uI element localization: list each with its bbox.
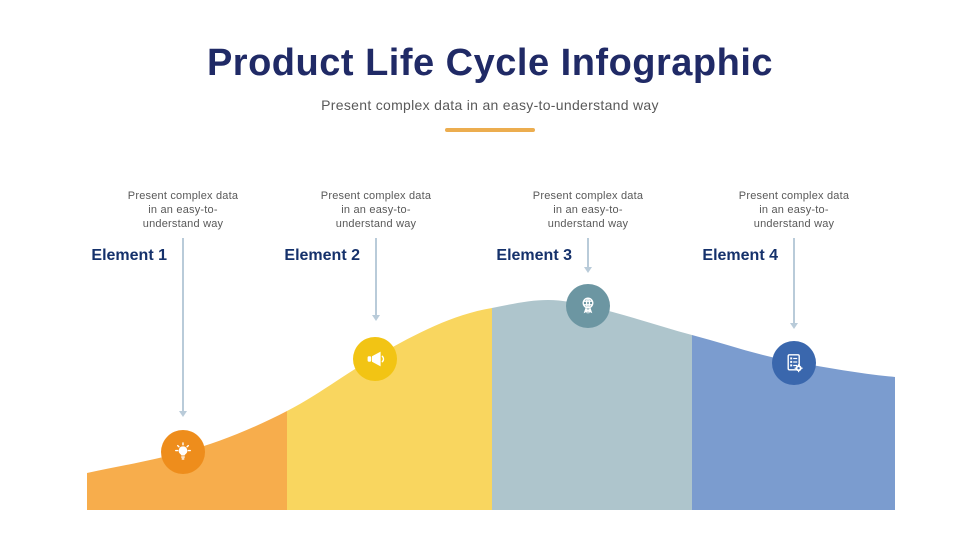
element-label: Element 4 [702, 247, 778, 264]
element-node [353, 337, 397, 381]
element-description: Present complex data in an easy-to- unde… [738, 190, 850, 230]
element-node [161, 430, 205, 474]
curve-segment-2 [287, 308, 492, 510]
element-node [772, 341, 816, 385]
curve-segment-3 [492, 300, 692, 510]
element-label: Element 2 [284, 247, 360, 264]
element-node [566, 284, 610, 328]
page-title: Product Life Cycle Infographic [206, 42, 774, 84]
element-description: Present complex data in an easy-to- unde… [532, 190, 644, 230]
megaphone-icon [367, 351, 385, 367]
title-divider [445, 128, 535, 132]
award-medal-icon [582, 297, 594, 314]
checklist-gear-icon [787, 354, 803, 373]
element-label: Element 3 [496, 247, 572, 264]
curve-segment-4 [692, 335, 895, 510]
page-subtitle: Present complex data in an easy-to-under… [321, 97, 659, 113]
element-description: Present complex data in an easy-to- unde… [127, 190, 239, 230]
element-description: Present complex data in an easy-to- unde… [320, 190, 432, 230]
element-label: Element 1 [91, 247, 167, 264]
lightbulb-idea-icon [175, 442, 191, 460]
